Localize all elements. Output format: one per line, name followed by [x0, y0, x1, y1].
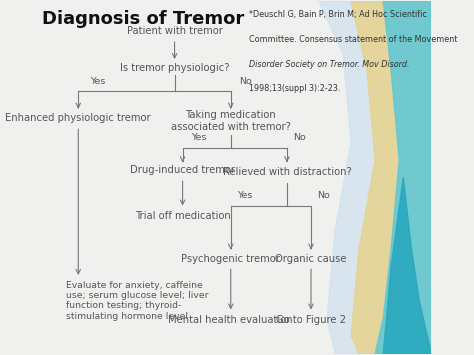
Text: Psychogenic tremor: Psychogenic tremor	[182, 253, 280, 263]
Text: Go to Figure 2: Go to Figure 2	[276, 315, 346, 325]
Polygon shape	[383, 178, 431, 354]
Text: Diagnosis of Tremor: Diagnosis of Tremor	[42, 10, 245, 28]
Text: Enhanced physiologic tremor: Enhanced physiologic tremor	[6, 113, 151, 122]
Text: Drug-induced tremor: Drug-induced tremor	[130, 165, 235, 175]
Text: Disorder Society on Tremor. Mov Disord.: Disorder Society on Tremor. Mov Disord.	[249, 60, 410, 69]
Text: Relieved with distraction?: Relieved with distraction?	[223, 167, 351, 177]
Text: Evaluate for anxiety, caffeine
use; serum glucose level; liver
function testing;: Evaluate for anxiety, caffeine use; seru…	[66, 281, 209, 321]
Text: 1998;13(suppl 3):2-23.: 1998;13(suppl 3):2-23.	[249, 84, 340, 93]
Polygon shape	[375, 1, 431, 354]
Text: Yes: Yes	[191, 133, 206, 142]
Text: Mental health evaluation: Mental health evaluation	[168, 315, 293, 325]
Text: Organic cause: Organic cause	[275, 253, 347, 263]
Text: Yes: Yes	[91, 77, 106, 86]
Text: Patient with tremor: Patient with tremor	[127, 26, 222, 36]
Text: *Deuschl G, Bain P, Brin M; Ad Hoc Scientific: *Deuschl G, Bain P, Brin M; Ad Hoc Scien…	[249, 10, 427, 19]
Text: No: No	[317, 191, 330, 200]
Text: Committee. Consensus statement of the Movement: Committee. Consensus statement of the Mo…	[249, 35, 457, 44]
Text: Is tremor physiologic?: Is tremor physiologic?	[120, 63, 229, 73]
Text: Trial off medication: Trial off medication	[135, 211, 230, 221]
Polygon shape	[351, 1, 431, 354]
Polygon shape	[319, 1, 431, 354]
Text: No: No	[293, 133, 306, 142]
Text: Yes: Yes	[237, 191, 252, 200]
Text: Taking medication
associated with tremor?: Taking medication associated with tremor…	[171, 110, 291, 132]
Text: No: No	[239, 77, 252, 86]
